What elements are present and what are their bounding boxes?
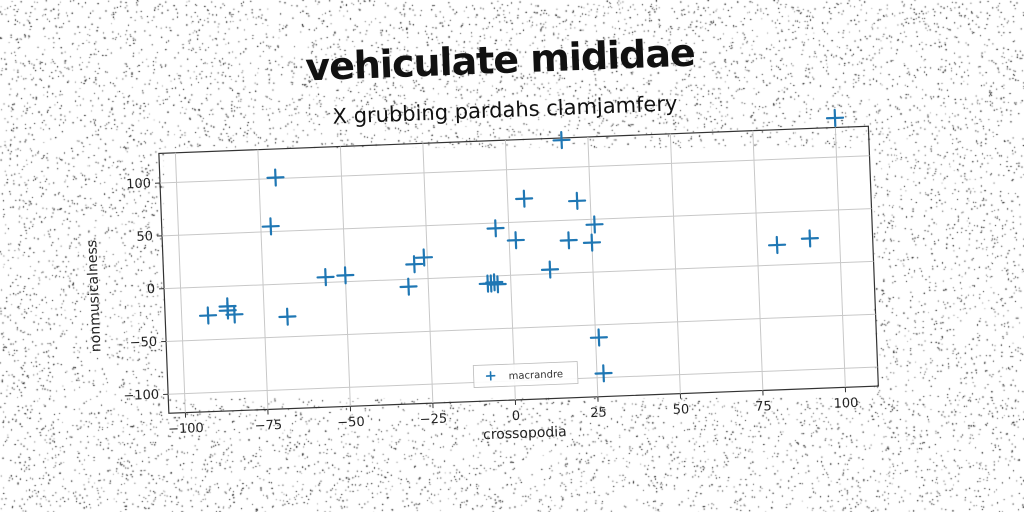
y-tick-label: 50 <box>136 229 153 245</box>
data-point <box>582 233 602 252</box>
y-tick-label: 100 <box>126 176 151 192</box>
data-point <box>399 277 418 296</box>
x-tick-label: −25 <box>419 412 447 428</box>
data-point <box>486 219 505 238</box>
data-point <box>218 301 237 320</box>
data-point <box>540 260 560 279</box>
legend-box <box>472 361 579 388</box>
x-axis-label: crossopodia <box>483 424 567 443</box>
data-point <box>261 217 280 236</box>
data-point <box>552 131 571 150</box>
x-tick-label: 75 <box>755 399 772 415</box>
y-tick-label: −100 <box>123 388 159 404</box>
data-point <box>594 364 613 383</box>
x-grid-line <box>669 133 681 394</box>
tick-labels: −100 −75 −50 −25 0 25 50 75 100 −100 −50 0 50 100 <box>123 176 858 437</box>
data-point <box>485 273 504 292</box>
legend: macrandre <box>472 361 579 388</box>
x-tick-label: −75 <box>254 418 282 434</box>
legend-entry-label: macrandre <box>508 369 563 382</box>
x-grid-line <box>422 143 434 404</box>
data-point <box>559 231 578 250</box>
data-point <box>278 307 297 326</box>
data-point <box>225 305 244 324</box>
plot-area <box>158 125 879 414</box>
y-grid-line <box>164 260 874 290</box>
legend-marker <box>485 371 496 381</box>
data-point <box>198 306 218 325</box>
data-point <box>506 231 525 250</box>
x-tick-label: −50 <box>337 415 365 431</box>
data-point <box>767 235 787 255</box>
data-point <box>800 229 819 248</box>
x-grid-line <box>587 136 599 397</box>
legend-marker-icon <box>485 371 496 381</box>
data-point <box>336 266 355 285</box>
data-point <box>585 215 604 234</box>
data-points <box>198 108 845 383</box>
x-tick-label: 100 <box>833 396 858 412</box>
y-grid-line <box>166 313 876 342</box>
data-point <box>488 275 507 294</box>
data-point <box>515 189 534 208</box>
x-tick-label: 25 <box>590 405 607 421</box>
data-point <box>568 191 587 210</box>
y-grid-line <box>159 155 870 184</box>
x-grid-line <box>752 130 764 391</box>
y-grid-line <box>162 208 872 237</box>
data-point <box>825 108 845 128</box>
data-point <box>414 248 434 267</box>
x-tick-label: 0 <box>512 409 521 424</box>
x-tick-label: 50 <box>672 402 689 418</box>
x-grid-line <box>504 140 516 400</box>
x-grid-line <box>174 152 186 413</box>
x-grid-line <box>834 127 846 388</box>
data-point <box>589 328 608 347</box>
x-grid-line <box>257 149 269 410</box>
y-axis-label: nonmusicalness <box>84 240 104 353</box>
data-point <box>266 168 285 187</box>
y-tick-label: −50 <box>129 335 157 351</box>
x-tick-label: −100 <box>168 421 204 437</box>
y-tick-label: 0 <box>147 282 156 297</box>
data-point <box>316 268 335 287</box>
data-point <box>405 255 424 274</box>
